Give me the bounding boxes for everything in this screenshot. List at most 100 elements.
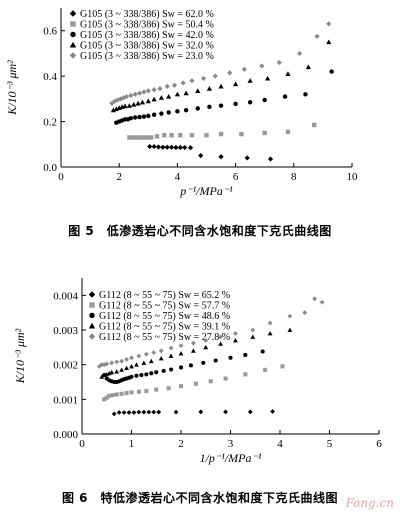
data-point bbox=[171, 82, 178, 88]
data-point bbox=[160, 144, 166, 150]
data-point bbox=[139, 373, 144, 378]
legend-marker bbox=[69, 52, 77, 59]
data-point bbox=[137, 114, 142, 120]
data-point bbox=[218, 334, 223, 340]
data-point bbox=[287, 327, 293, 332]
data-point bbox=[239, 131, 244, 137]
data-point bbox=[183, 108, 189, 113]
data-point bbox=[144, 372, 149, 377]
x-tick-label: 2 bbox=[178, 438, 184, 450]
data-point bbox=[195, 106, 200, 111]
data-point bbox=[129, 390, 134, 395]
data-point bbox=[218, 83, 224, 89]
data-point bbox=[329, 69, 334, 74]
data-point bbox=[141, 409, 147, 415]
data-point bbox=[169, 132, 174, 138]
y-tick-label: 0.002 bbox=[53, 360, 78, 372]
data-point bbox=[154, 387, 159, 392]
figure-6-chart: 0 1 2 3 4 5 6 0.000 0.001 0.002 0.003 0.004 1/p⁻¹/MP… bbox=[13, 278, 382, 465]
data-point bbox=[262, 97, 267, 103]
x-tick-label: 2 bbox=[116, 171, 122, 183]
data-point bbox=[250, 334, 256, 339]
data-point bbox=[111, 411, 117, 417]
data-point bbox=[114, 359, 120, 365]
watermark-text: Fang.cn bbox=[345, 496, 394, 510]
data-point bbox=[149, 135, 154, 140]
y-tick-label: 0.003 bbox=[53, 325, 78, 337]
data-point bbox=[144, 388, 149, 394]
data-point bbox=[241, 66, 247, 72]
x-tick-label: 0 bbox=[58, 171, 64, 183]
x-tick-label: 3 bbox=[228, 438, 234, 450]
data-point bbox=[131, 410, 137, 415]
data-point bbox=[326, 39, 332, 45]
data-point bbox=[159, 111, 164, 116]
data-point bbox=[305, 64, 311, 70]
data-point bbox=[154, 134, 160, 139]
series-3 bbox=[114, 69, 334, 125]
data-point bbox=[173, 144, 179, 151]
legend-marker bbox=[70, 31, 76, 38]
data-point bbox=[119, 367, 124, 372]
y-axis-label: K/10⁻³ μm² bbox=[5, 60, 19, 116]
data-point bbox=[134, 362, 139, 367]
data-point bbox=[136, 409, 142, 415]
data-point bbox=[303, 92, 308, 97]
data-point bbox=[151, 112, 157, 117]
data-point bbox=[156, 409, 162, 415]
data-point bbox=[178, 351, 184, 356]
data-point bbox=[233, 331, 238, 336]
data-point bbox=[174, 91, 180, 97]
data-point bbox=[123, 93, 130, 100]
series-2 bbox=[127, 122, 317, 140]
data-point bbox=[227, 70, 233, 76]
legend-entry: G105 (3 ~ 338/386) Sw = 42.0 % bbox=[80, 30, 214, 41]
data-point bbox=[280, 364, 285, 369]
data-point bbox=[326, 21, 332, 27]
legend-marker bbox=[89, 302, 95, 308]
data-point bbox=[145, 98, 151, 104]
data-point bbox=[168, 353, 174, 358]
legend-marker bbox=[70, 21, 76, 27]
data-point bbox=[134, 373, 139, 378]
data-point bbox=[168, 345, 174, 351]
data-point bbox=[285, 129, 291, 135]
data-point bbox=[149, 371, 154, 376]
data-point bbox=[193, 381, 198, 386]
legend-entry: G112 (8 ~ 55 ~ 75) Sw = 57.7 % bbox=[99, 301, 230, 312]
data-point bbox=[182, 144, 188, 151]
data-point bbox=[114, 392, 119, 397]
data-point bbox=[155, 144, 162, 150]
data-point bbox=[190, 348, 196, 353]
data-point bbox=[260, 349, 265, 354]
data-point bbox=[208, 379, 213, 384]
data-point bbox=[147, 143, 153, 150]
data-point bbox=[250, 327, 256, 333]
data-point bbox=[151, 87, 157, 93]
x-axis-label: 1/p⁻¹/MPa⁻¹ bbox=[200, 451, 262, 465]
data-point bbox=[136, 389, 141, 394]
data-point bbox=[121, 410, 127, 415]
data-point bbox=[183, 90, 189, 96]
data-point bbox=[148, 358, 154, 364]
data-point bbox=[135, 135, 141, 140]
data-point bbox=[128, 115, 134, 121]
series-3 bbox=[102, 349, 265, 385]
data-point bbox=[189, 132, 195, 138]
x-tick-label: 0 bbox=[79, 438, 85, 450]
data-point bbox=[259, 63, 265, 69]
legend-entry: G112 (8 ~ 55 ~ 75) Sw = 65.2 % bbox=[99, 290, 230, 301]
data-point bbox=[233, 81, 239, 87]
legend-entry: G105 (3 ~ 338/386) Sw = 23.0 % bbox=[80, 51, 214, 62]
data-point bbox=[126, 410, 132, 415]
y-tick-label: 0.6 bbox=[43, 26, 57, 38]
data-point bbox=[212, 73, 218, 79]
data-point bbox=[124, 365, 129, 371]
data-point bbox=[213, 358, 218, 363]
data-point bbox=[104, 361, 110, 367]
data-point bbox=[189, 78, 195, 84]
data-point bbox=[203, 344, 209, 350]
y-axis-label: K/10⁻³ μm² bbox=[13, 328, 27, 384]
data-point bbox=[223, 409, 228, 415]
data-point bbox=[285, 71, 291, 76]
